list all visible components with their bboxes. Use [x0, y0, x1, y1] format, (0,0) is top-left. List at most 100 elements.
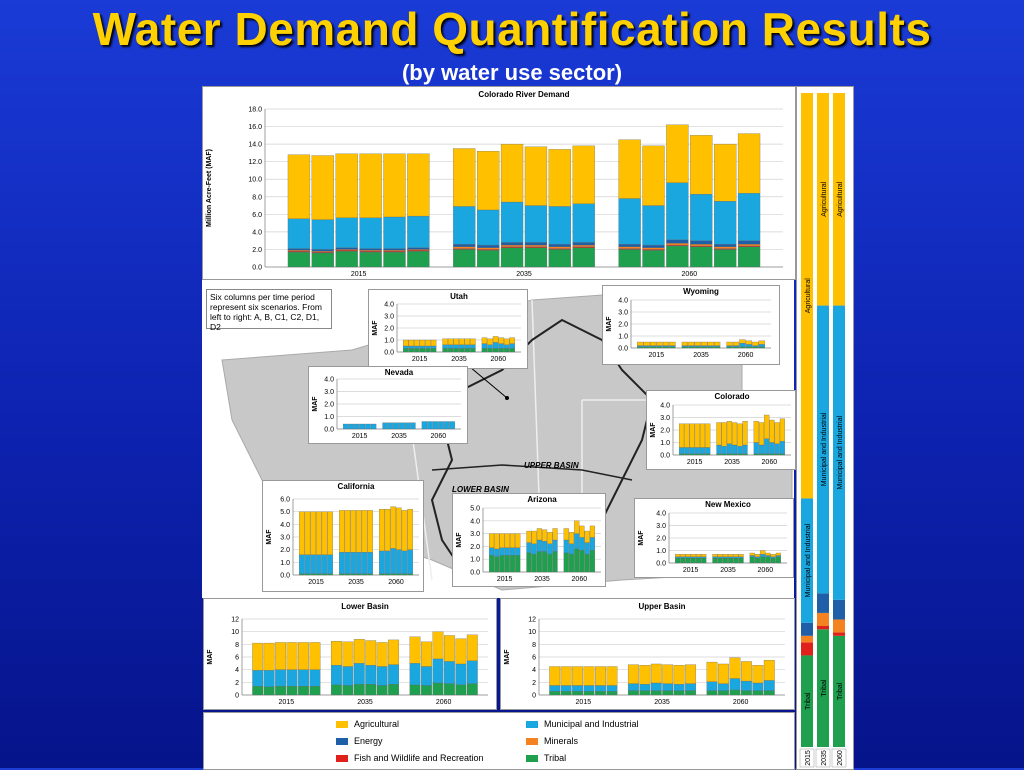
bar-segment	[642, 205, 665, 246]
bar-segment	[421, 666, 432, 686]
chart-title: Colorado River Demand	[478, 90, 569, 99]
y-tick-label: 4.0	[280, 522, 290, 529]
bar-segment	[763, 680, 775, 691]
bar-segment	[383, 216, 406, 249]
y-tick-label: 0.0	[660, 453, 670, 460]
bar-segment	[618, 244, 641, 247]
y-tick-label: 0.0	[324, 427, 334, 434]
bar-segment	[321, 511, 328, 555]
y-axis-label: MAF	[504, 649, 511, 665]
bar-segment	[643, 345, 650, 347]
bar-segment	[739, 343, 746, 347]
bar-segment	[681, 345, 689, 347]
bar-segment	[701, 341, 708, 346]
bar-segment	[694, 345, 701, 347]
legend-agricultural: Agricultural	[336, 719, 399, 729]
bar-segment	[494, 533, 500, 550]
share-segment	[833, 635, 845, 747]
bar-segment	[572, 666, 584, 686]
bar-segment	[547, 532, 553, 544]
bar-segment	[650, 682, 662, 691]
bar-segment	[547, 543, 553, 555]
bar-segment	[470, 338, 476, 345]
bar-segment	[706, 690, 718, 696]
bar-segment	[765, 556, 771, 564]
bar-segment	[432, 631, 444, 660]
share-segment	[817, 593, 829, 613]
bar-segment	[584, 553, 590, 573]
bar-segment	[310, 511, 316, 555]
y-tick-label: 1.0	[660, 440, 670, 447]
bar-segment	[542, 529, 548, 542]
share-segment-label: Municipal and Industrial	[821, 412, 828, 486]
bar-segment	[455, 663, 467, 686]
bar-segment	[494, 548, 500, 557]
bar-segment	[335, 247, 358, 250]
bar-segment	[568, 553, 575, 573]
bar-segment	[737, 423, 743, 447]
bar-segment	[548, 244, 571, 247]
bar-segment	[343, 423, 349, 430]
bar-segment	[689, 453, 695, 456]
bar-segment	[356, 552, 362, 574]
share-segment-label: Agricultural	[805, 278, 812, 313]
bar-segment	[769, 442, 775, 454]
bar-segment	[421, 421, 428, 430]
bar-segment	[745, 344, 753, 347]
bar-segment	[489, 533, 495, 548]
bar-segment	[706, 681, 718, 691]
bar-segment	[524, 244, 548, 247]
y-tick-label: 2.0	[252, 247, 262, 254]
y-tick-label: 6	[235, 655, 239, 662]
legend-fish-wildlife-recreation: Fish and Wildlife and Recreation	[336, 753, 484, 763]
bar-segment	[524, 242, 548, 246]
bar-segment	[642, 244, 665, 248]
bar-segment	[758, 453, 765, 456]
bar-segment	[383, 251, 406, 268]
x-tick-label: 2060	[758, 567, 774, 574]
bar-segment	[684, 447, 690, 454]
chart-title: Colorado	[714, 392, 749, 401]
nevada-chart: Nevada MAF 0.0 1.0 2.0 3.0 4.0 2015 2035 2060	[308, 366, 468, 444]
bar-segment	[694, 341, 701, 346]
bar-segment	[552, 539, 558, 552]
bar-segment	[583, 666, 595, 686]
chart-title: Lower Basin	[341, 602, 389, 611]
bar-segment	[350, 552, 356, 574]
bar-segment	[531, 543, 537, 555]
bar-segment	[758, 344, 765, 347]
bar-segment	[321, 554, 328, 574]
bar-segment	[749, 556, 755, 564]
bar-segment	[489, 547, 495, 556]
bar-segment	[717, 554, 723, 557]
bar-segment	[688, 345, 695, 347]
bar-segment	[298, 669, 309, 687]
colorado-river-demand-chart: Colorado River Demand Million Acre-Feet (…	[202, 86, 796, 280]
bar-segment	[316, 511, 322, 555]
bar-segment	[742, 453, 748, 456]
y-tick-label: 2.0	[384, 326, 394, 333]
y-tick-label: 16.0	[248, 124, 262, 131]
bar-segment	[311, 219, 334, 250]
bar-segment	[701, 557, 707, 564]
bar-segment	[650, 690, 662, 696]
bar-segment	[637, 341, 644, 346]
bar-segment	[498, 343, 504, 349]
y-tick-label: 3.0	[280, 535, 290, 542]
bar-segment	[500, 201, 524, 243]
bar-segment	[335, 217, 358, 248]
y-axis-label: Million Acre-Feet (MAF)	[206, 149, 213, 227]
bar-segment	[737, 193, 761, 241]
y-tick-label: 10.0	[248, 177, 262, 184]
bar-segment	[404, 422, 411, 430]
bar-segment	[583, 691, 595, 696]
bar-segment	[275, 642, 287, 670]
bar-segment	[758, 422, 765, 446]
bar-segment	[263, 642, 275, 671]
bar-segment	[379, 550, 385, 574]
y-tick-label: 2.0	[618, 322, 628, 329]
bar-segment	[359, 248, 382, 251]
bar-segment	[726, 341, 733, 346]
chart-title: Wyoming	[683, 287, 719, 296]
y-tick-label: 2	[235, 680, 239, 687]
